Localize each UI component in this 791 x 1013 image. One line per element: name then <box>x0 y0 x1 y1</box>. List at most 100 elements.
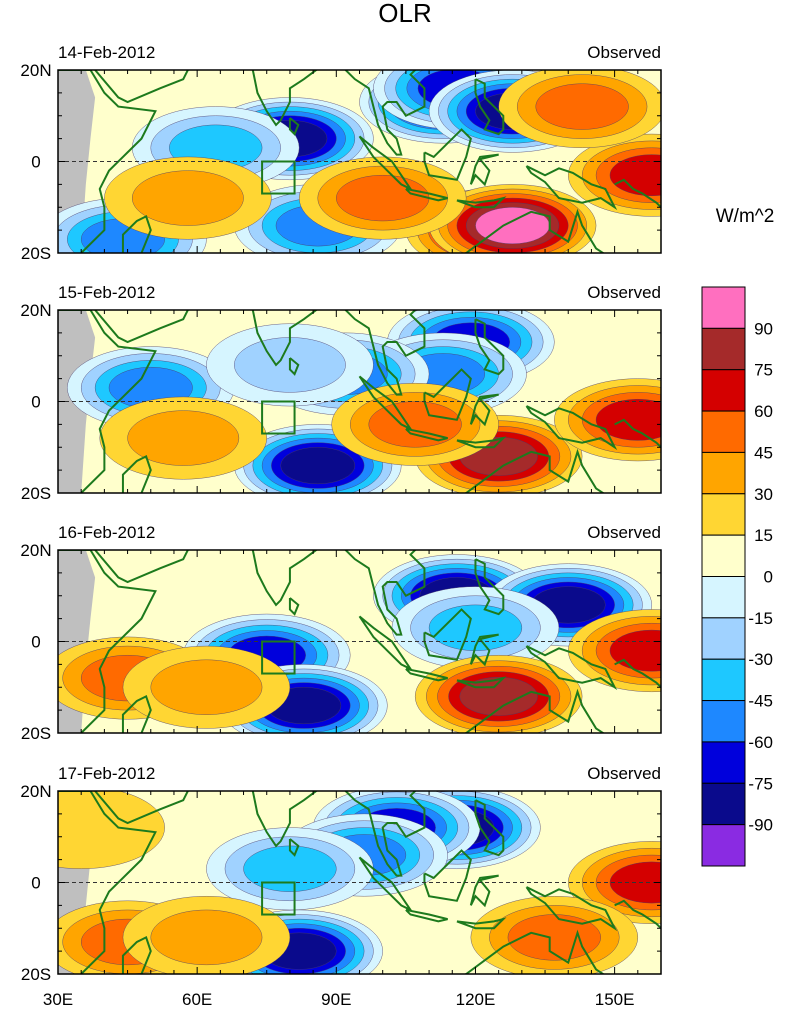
y-tick-label: 20N <box>20 541 51 560</box>
y-tick-label: 20N <box>20 301 51 320</box>
units-label: W/m^2 <box>716 206 775 227</box>
coastline <box>456 436 507 449</box>
coastline <box>250 791 318 848</box>
colorbar-swatch <box>701 700 746 743</box>
coastline <box>288 117 300 136</box>
panel-axes: 20N 0 20S <box>20 301 662 503</box>
colorbar-swatch <box>701 824 746 867</box>
coastline <box>288 597 300 616</box>
coastline <box>94 550 189 584</box>
coastline <box>469 153 499 187</box>
colorbar-label: 45 <box>754 443 773 462</box>
coastline <box>250 310 318 367</box>
olr-contour <box>428 604 523 651</box>
coastline <box>344 310 426 396</box>
coastline <box>58 310 157 493</box>
coastline <box>474 318 505 376</box>
coastline <box>469 633 499 667</box>
olr-contour <box>336 175 430 222</box>
colorbar-swatch <box>701 286 746 329</box>
panel-observed-label: Observed <box>587 283 661 302</box>
olr-field <box>58 310 661 493</box>
x-tick-label: 120E <box>456 990 496 1009</box>
coastline <box>423 608 472 661</box>
main-title: OLR <box>378 0 431 28</box>
coastline <box>288 838 300 857</box>
colorbar-label: -45 <box>748 692 773 711</box>
panel-axes: 20N 0 20S <box>20 782 662 984</box>
coastline <box>58 791 157 974</box>
coastline <box>474 799 505 857</box>
x-tick-label: 30E <box>43 990 73 1009</box>
coastline <box>474 558 505 616</box>
colorbar: 90 75 60 45 30 15 0 -15 -30 -45 -60 -75 -90 <box>701 286 773 867</box>
colorbar-label: -90 <box>748 816 773 835</box>
coastline <box>474 78 505 136</box>
colorbar-label: 0 <box>764 568 773 587</box>
x-tick-label: 60E <box>182 990 212 1009</box>
coastline <box>344 791 426 877</box>
panel-observed-label: Observed <box>587 764 661 783</box>
colorbar-label: 75 <box>754 361 773 380</box>
panel-date: 16-Feb-2012 <box>58 523 155 542</box>
colorbar-swatch <box>701 369 746 412</box>
colorbar-swatch <box>701 576 746 619</box>
coastlines <box>58 550 661 733</box>
panel-axes: 20N 0 20S <box>20 61 662 263</box>
y-tick-label: 0 <box>31 633 40 652</box>
y-tick-label: 20N <box>20 782 51 801</box>
coastline <box>344 70 426 156</box>
colorbar-swatch <box>701 741 746 784</box>
olr-contour <box>609 154 661 197</box>
y-tick-label: 0 <box>31 393 40 412</box>
coastline <box>94 70 189 104</box>
y-tick-label: 20S <box>21 244 51 263</box>
coastline <box>423 128 472 181</box>
coastline <box>405 187 448 202</box>
panel-observed-label: Observed <box>587 523 661 542</box>
x-tick-label: 150E <box>595 990 635 1009</box>
coastline <box>469 874 499 908</box>
colorbar-swatch <box>701 658 746 702</box>
panel-date: 15-Feb-2012 <box>58 283 155 302</box>
coastline <box>423 368 472 421</box>
coastline <box>250 550 318 607</box>
olr-contour <box>127 410 240 466</box>
olr-contour <box>280 447 356 485</box>
colorbar-swatch <box>701 327 746 371</box>
coastline <box>463 929 605 974</box>
coastline <box>58 550 157 733</box>
y-tick-label: 0 <box>31 153 40 172</box>
coastline <box>525 405 618 451</box>
colorbar-swatch <box>701 493 746 536</box>
coastline <box>614 178 661 208</box>
panel-observed-label: Observed <box>587 43 661 62</box>
coastline <box>121 694 152 733</box>
colorbar-label: -30 <box>748 650 773 669</box>
olr-contour <box>243 845 337 892</box>
olr-contour <box>609 629 661 672</box>
coastline <box>405 427 448 442</box>
y-tick-label: 20S <box>21 724 51 743</box>
colorbar-label: 30 <box>754 485 773 504</box>
olr-contour <box>150 659 263 715</box>
coastlines <box>58 310 661 493</box>
panel-2: 15-Feb-2012 Observed 20N 0 20S <box>20 283 662 503</box>
coastline <box>121 454 152 493</box>
panel-date: 17-Feb-2012 <box>58 764 155 783</box>
region-box <box>261 640 296 675</box>
olr-contour <box>535 83 629 130</box>
x-tick-label: 90E <box>321 990 351 1009</box>
olr-contour <box>609 861 661 904</box>
coastline <box>405 908 448 923</box>
missing-data-region <box>58 70 96 253</box>
coastlines <box>58 791 661 974</box>
x-axis-labels: 30E 60E 90E 120E 150E <box>43 990 635 1009</box>
coastline <box>121 214 152 253</box>
coastline <box>525 645 618 691</box>
colorbar-swatch <box>701 617 746 660</box>
coastline <box>344 550 426 636</box>
coastline <box>288 357 300 376</box>
coastline <box>58 70 157 253</box>
